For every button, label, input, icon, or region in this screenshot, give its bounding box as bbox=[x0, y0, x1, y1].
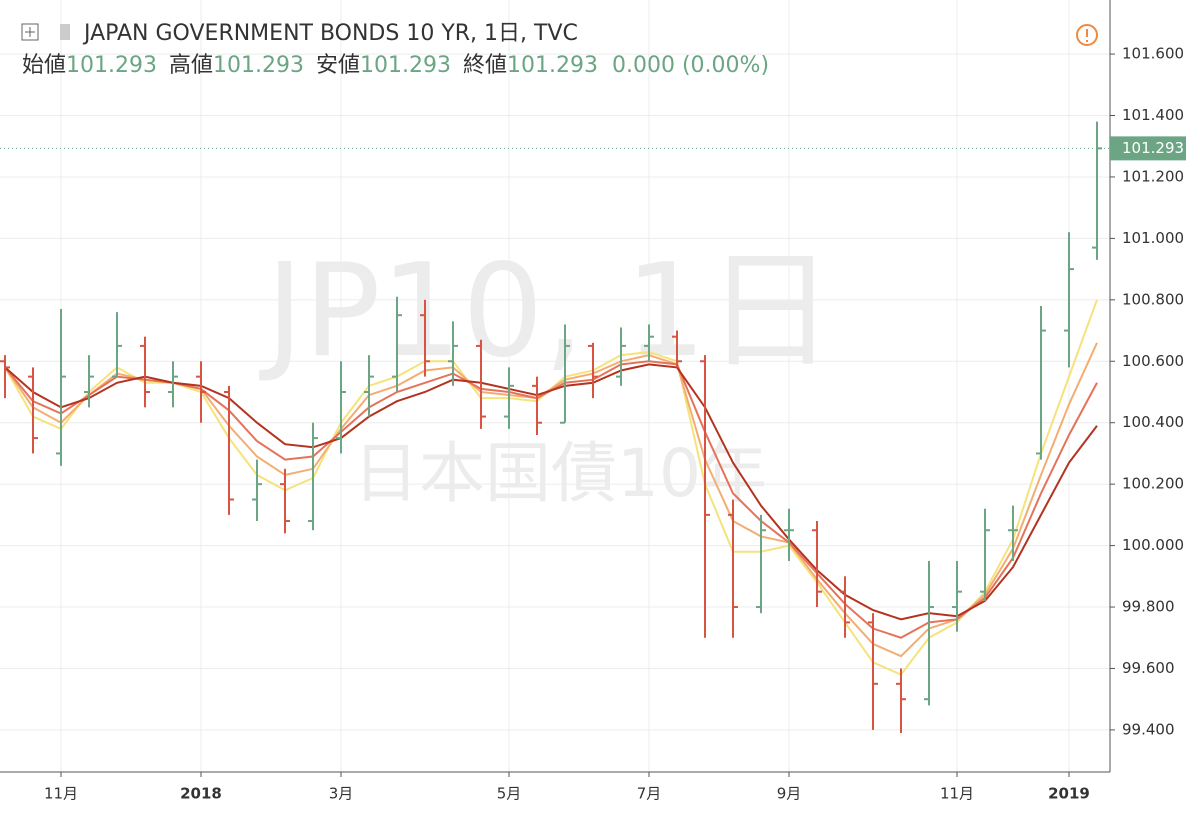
y-tick-label: 101.400 bbox=[1122, 106, 1184, 124]
label: 高値 bbox=[169, 53, 213, 78]
y-tick-label: 100.400 bbox=[1122, 413, 1184, 431]
alert-icon[interactable] bbox=[1076, 24, 1098, 46]
y-tick-label: 100.200 bbox=[1122, 475, 1184, 493]
flag-icon[interactable] bbox=[60, 24, 70, 40]
watermark-name: 日本国債10年 bbox=[353, 435, 767, 512]
y-tick-label: 101.200 bbox=[1122, 167, 1184, 185]
title[interactable]: JAPAN GOVERNMENT BONDS 10 YR, 1日, TVC bbox=[82, 21, 578, 46]
watermark-symbol: JP10, 1日 bbox=[259, 237, 835, 386]
add-icon bbox=[25, 27, 35, 37]
y-tick-label: 99.600 bbox=[1122, 659, 1175, 677]
axis-bg bbox=[1110, 0, 1204, 810]
add-icon[interactable] bbox=[21, 23, 39, 41]
last-price-box bbox=[1110, 136, 1186, 161]
last-price-label: 101.293 bbox=[1122, 139, 1184, 157]
ohlc-legend: 始値101.293 高値101.293 安値101.293 終値101.293 0.00… bbox=[22, 53, 769, 78]
marks bbox=[0, 121, 1110, 733]
value: 101.293 bbox=[213, 53, 304, 78]
y-tick-label: 100.600 bbox=[1122, 352, 1184, 370]
y-tick-label: 101.000 bbox=[1122, 229, 1184, 247]
change: 0.000 (0.00%) bbox=[612, 53, 769, 78]
axes: 99.400 99.600 99.800 100.000 100.200 100.400 1… bbox=[44, 45, 1186, 803]
label: 終値 bbox=[463, 53, 507, 78]
axis-bg bbox=[0, 772, 1204, 810]
y-tick-label: 100.000 bbox=[1122, 536, 1184, 554]
x-tick-label: 2019 bbox=[1048, 785, 1090, 803]
ma-line bbox=[4, 363, 1098, 621]
value: 101.293 bbox=[66, 53, 157, 78]
x-tick-label: 2018 bbox=[180, 785, 222, 803]
x-tick-label: 11月 bbox=[44, 785, 78, 803]
y-tick-label: 99.400 bbox=[1122, 720, 1175, 738]
value: 101.293 bbox=[507, 53, 598, 78]
x-tick-label: 11月 bbox=[940, 785, 974, 803]
x-tick-label: 3月 bbox=[329, 785, 354, 803]
y-tick-label: 101.600 bbox=[1122, 45, 1184, 63]
label: 安値 bbox=[316, 53, 360, 78]
x-tick-label: 9月 bbox=[777, 785, 802, 803]
label: 始値 bbox=[22, 53, 66, 78]
x-tick-label: 5月 bbox=[497, 785, 522, 803]
x-tick-label: 7月 bbox=[637, 785, 662, 803]
y-tick-label: 99.800 bbox=[1122, 598, 1175, 616]
y-tick-label: 100.800 bbox=[1122, 290, 1184, 308]
value: 101.293 bbox=[360, 53, 451, 78]
